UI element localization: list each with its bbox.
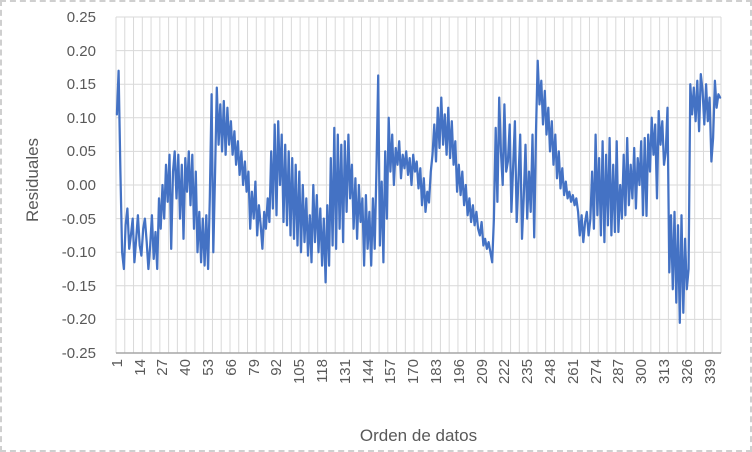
y-tick-label: 0.05 [66,143,96,161]
x-tick-label: 144 [359,359,377,385]
y-tick-label: -0.25 [61,345,96,362]
x-tick-label: 131 [336,359,354,385]
x-tick-label: 222 [496,359,514,385]
x-tick-label: 170 [405,359,423,385]
x-tick-label: 105 [291,359,309,385]
x-axis-title: Orden de datos [359,426,478,445]
y-tick-label: -0.05 [61,210,96,228]
x-tick-label: 326 [678,359,696,385]
y-tick-label: 0.10 [66,109,96,127]
x-tick-label: 27 [154,359,172,376]
x-tick-label: 196 [450,359,468,385]
x-tick-label: 339 [701,359,719,385]
residuals-line [115,59,722,324]
x-tick-label: 183 [428,359,446,385]
y-axis-title: Residuales [23,137,42,223]
y-tick-label: 0.00 [66,177,96,194]
y-tick-label: -0.10 [61,244,96,262]
x-tick-label: 66 [222,359,240,376]
x-tick-label: 274 [587,359,605,385]
x-tick-label: 92 [268,359,286,376]
x-tick-label: 118 [314,359,332,383]
y-tick-label: -0.20 [61,311,96,329]
x-tick-label: 209 [473,359,491,385]
x-tick-label: 261 [564,359,582,385]
x-tick-label: 1 [108,359,126,368]
x-tick-label: 313 [656,359,673,385]
y-tick-label: 0.20 [66,42,96,60]
x-tick-label: 287 [610,359,628,385]
x-tick-label: 53 [200,359,218,376]
x-tick-label: 248 [542,359,560,385]
y-tick-label: -0.15 [61,277,96,295]
x-tick-label: 300 [633,359,651,385]
y-tick-label: 0.15 [66,76,96,94]
x-tick-label: 14 [131,359,149,376]
x-tick-label: 79 [245,359,263,376]
y-tick-label: 0.25 [66,9,96,26]
x-tick-label: 157 [382,359,400,385]
x-tick-label: 40 [177,359,195,376]
x-tick-label: 235 [519,359,537,385]
